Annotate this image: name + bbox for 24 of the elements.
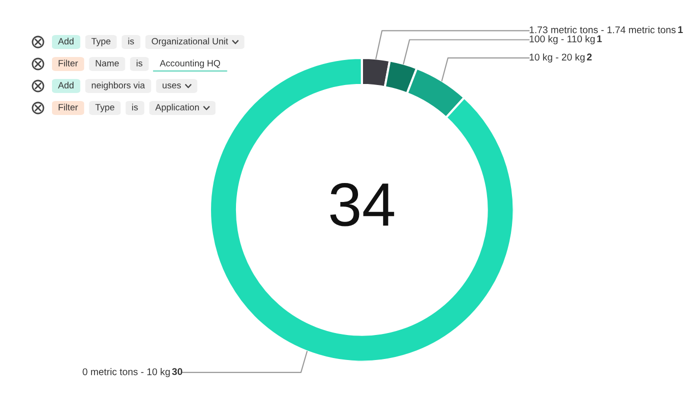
text: 34	[330, 183, 394, 226]
slice-label: 1.73 metric tons - 1.74 metric tons	[530, 26, 676, 34]
text: Name	[96, 60, 119, 66]
text: Filter	[58, 60, 78, 66]
text: Application	[155, 104, 199, 112]
text: Type	[91, 38, 110, 46]
text: Type	[95, 104, 114, 112]
text: Accounting HQ	[160, 60, 220, 68]
text: is	[136, 60, 142, 66]
text: is	[128, 38, 134, 44]
slice-label: 100 kg - 110 kg	[530, 35, 595, 44]
text: Add	[58, 82, 74, 88]
slice-label: 10 kg - 20 kg	[530, 53, 585, 63]
data-label: 30	[172, 368, 182, 376]
text: is	[132, 104, 138, 110]
text: Filter	[58, 104, 78, 110]
text: uses	[162, 83, 181, 88]
text: neighbors via	[92, 82, 145, 90]
data-label: 1	[678, 26, 683, 33]
text: Organizational Unit	[152, 38, 228, 46]
text: Add	[58, 38, 74, 44]
slice-label: 0 metric tons - 10 kg	[82, 368, 170, 378]
data-label: 1	[597, 35, 602, 42]
data-label: 2	[586, 54, 592, 60]
